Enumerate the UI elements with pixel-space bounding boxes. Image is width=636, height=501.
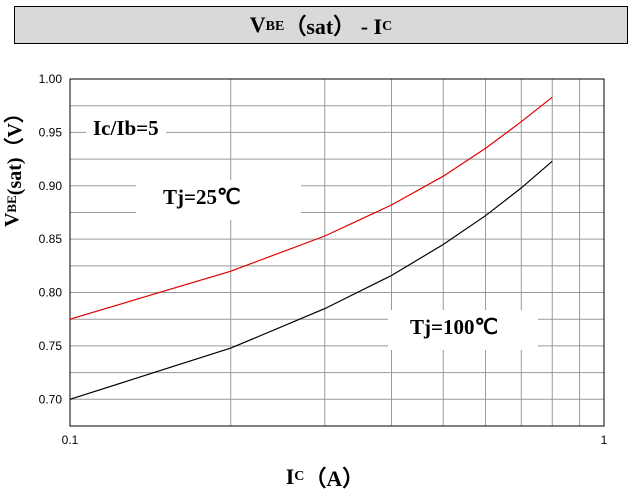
y-tick-label: 0.70 <box>39 392 63 406</box>
title-main: V <box>249 12 266 37</box>
title-sub: BE <box>265 19 285 34</box>
xlabel-rest: （A） <box>304 466 365 491</box>
x-tick-label: 1 <box>601 433 608 447</box>
series-line-tj100 <box>69 160 553 400</box>
y-tick-label: 1.00 <box>39 72 63 86</box>
series-line-tj25 <box>69 96 553 320</box>
xlabel-sub: C <box>294 469 305 484</box>
title-sub2: C <box>382 19 393 34</box>
y-tick-label: 0.75 <box>39 339 63 353</box>
y-tick-label: 0.90 <box>39 179 63 193</box>
x-tick-label: 0.1 <box>62 433 79 447</box>
plot-frame <box>69 78 605 427</box>
annotation-ic-ib-bg <box>86 115 166 143</box>
annotation-ic-ib: Ic/Ib=5 <box>93 116 159 140</box>
y-tick-label: 0.95 <box>39 125 63 139</box>
y-tick-label: 0.85 <box>39 232 63 246</box>
annotation-tj25: Tj=25℃ <box>163 185 241 209</box>
annotation-tj100-bg <box>388 310 538 350</box>
x-axis-label: I C （A） <box>260 460 390 494</box>
xlabel-main: I <box>285 464 295 489</box>
title-rest: （sat） - I <box>284 14 383 39</box>
annotation-tj100: Tj=100℃ <box>410 315 498 339</box>
annotation-tj25-bg <box>136 180 301 220</box>
y-tick-label: 0.80 <box>39 286 63 300</box>
